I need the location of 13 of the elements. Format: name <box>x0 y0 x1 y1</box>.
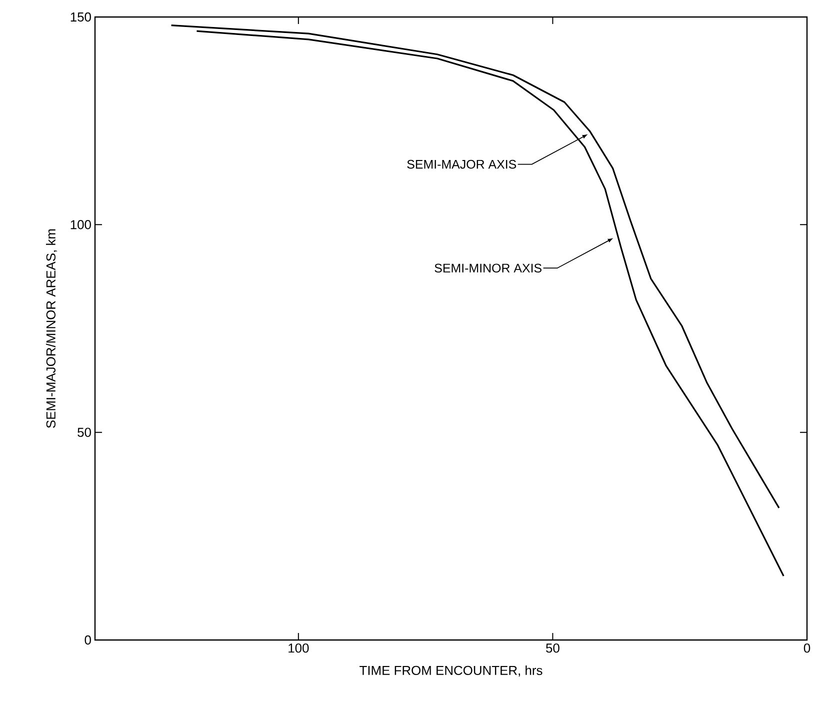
annotation: SEMI-MAJOR AXIS <box>407 160 516 169</box>
x-tick-label: 0 <box>804 644 810 653</box>
y-tick-label: 100 <box>70 220 91 230</box>
line-series <box>170 24 780 509</box>
annotation: SEMI-MINOR AXIS <box>434 264 542 273</box>
y-tick-label: 0 <box>84 635 91 645</box>
y-axis-title: SEMI-MAJOR/MINOR AREAS, km <box>46 229 58 428</box>
y-tick-label: 150 <box>70 12 91 22</box>
x-tick-label: 50 <box>546 644 560 653</box>
line-series <box>196 30 784 577</box>
x-tick-label: 100 <box>288 644 309 653</box>
y-tick-label: 50 <box>78 428 91 437</box>
x-axis-title: TIME FROM ENCOUNTER, hrs <box>360 666 542 677</box>
